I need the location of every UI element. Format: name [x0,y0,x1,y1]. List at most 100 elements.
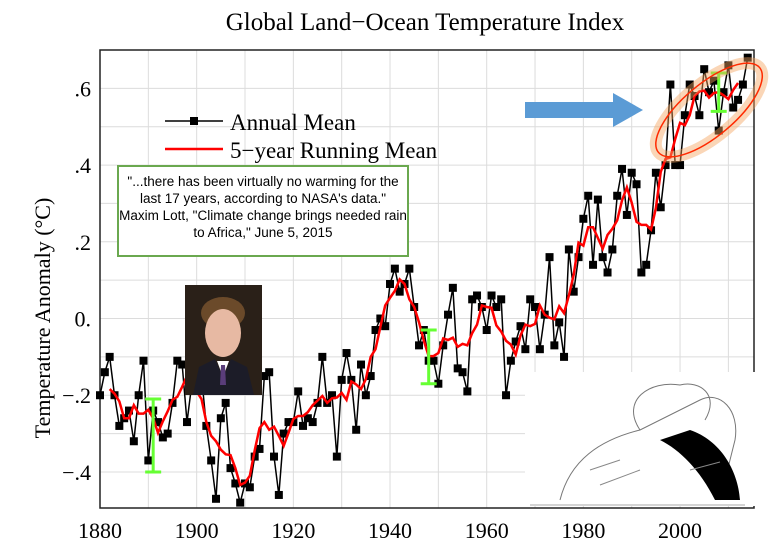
annual-mean-point [676,161,685,170]
annual-mean-point [221,398,230,407]
running-mean-line [108,82,740,487]
x-tick-label: 1920 [271,518,315,543]
annual-mean-point [405,264,414,273]
plot-frame [99,49,755,509]
annual-mean-point [381,322,390,331]
annual-mean-point [579,214,588,223]
quote-line: "...there has been virtually no warming … [127,174,399,189]
annual-mean-point [163,429,172,438]
annual-mean-point [695,111,704,120]
annual-mean-point [226,464,235,473]
annual-mean-point [453,364,462,373]
annual-mean-point [144,456,153,465]
annual-mean-point [357,360,366,369]
annual-mean-point [299,421,308,430]
annual-mean-point [115,421,124,430]
annual-mean-point [231,479,240,488]
x-axis: 1880 1900 1920 1940 1960 1980 2000 [78,518,702,543]
annual-mean-point [212,494,221,503]
annual-mean-point [386,279,395,288]
x-tick-label: 1940 [368,518,412,543]
annual-mean-point [202,421,211,430]
annual-mean-point [729,103,738,112]
annual-mean-point [371,326,380,335]
legend-annual-label: Annual Mean [230,110,356,135]
annual-mean-point [448,283,457,292]
annual-mean-point [671,161,680,170]
annual-mean-point [347,375,356,384]
annual-mean-point [531,303,540,312]
annual-mean-point [308,418,317,427]
annual-mean-point [337,375,346,384]
person-photo [185,285,262,395]
x-tick-label: 2000 [658,518,702,543]
annual-mean-point [618,164,627,173]
annual-mean-point [245,483,254,492]
annual-mean-point [265,368,274,377]
annual-mean-point [608,245,617,254]
annual-mean-point [463,387,472,396]
annual-mean-point [328,391,337,400]
annual-mean-point [129,437,138,446]
annual-mean-point [105,352,114,361]
annual-mean-point [516,322,525,331]
y-tick-label: .4 [75,153,92,178]
annual-mean-point [439,341,448,350]
annual-mean-point [661,161,670,170]
quote-line: to Africa," June 5, 2015 [193,225,333,240]
annual-mean-point [622,210,631,219]
annual-mean-point [260,372,269,381]
y-tick-label: −.2 [62,383,91,408]
annual-mean-point [506,356,515,365]
x-tick-label: 1880 [78,518,122,543]
annual-mean-point [526,295,535,304]
annual-mean-point [279,429,288,438]
annual-mean-point [487,291,496,300]
annual-mean-point [651,168,660,177]
annual-mean-point [473,291,482,300]
x-tick-label: 1900 [175,518,219,543]
annual-mean-point [613,191,622,200]
annual-mean-point [274,490,283,499]
y-tick-label: 0. [75,307,92,332]
annual-mean-point [207,456,216,465]
annual-mean-point [96,391,104,400]
annual-mean-point [545,253,554,262]
annual-mean-point [352,425,361,434]
annual-mean-point [700,65,709,74]
facepalm-drawing [525,372,758,506]
legend-running-label: 5−year Running Mean [230,138,438,163]
annual-mean-point [666,80,675,89]
annual-mean-point [724,61,733,70]
annual-mean-point [395,287,404,296]
y-axis: −.4 −.2 0. .2 .4 .6 [62,76,91,485]
annual-mean-point [458,368,467,377]
annual-mean-point [719,88,728,97]
annual-mean-point [303,414,312,423]
annual-mean-point [511,337,520,346]
annual-mean-point [216,414,225,423]
annual-mean-point [642,260,651,269]
annual-mean-point [685,80,694,89]
annual-mean-point [656,203,665,212]
annual-mean-point [705,88,714,97]
annual-mean-point [564,245,573,254]
annual-mean-point [502,391,511,400]
annual-mean-point [593,195,602,204]
annual-mean-point [125,406,134,415]
highlight-ellipse [655,62,764,158]
annual-mean-point [342,349,351,358]
annual-mean-point [154,418,163,427]
annual-mean-point [598,253,607,262]
annual-mean-point [535,345,544,354]
annual-mean-point [521,345,530,354]
annual-mean-point [139,356,148,365]
annual-mean-point [376,314,385,323]
annual-mean-point [468,295,477,304]
annual-mean-point [429,356,438,365]
annual-mean-point [584,191,593,200]
y-tick-label: .2 [75,230,92,255]
annual-mean-point [361,391,370,400]
annual-mean-point [366,372,375,381]
